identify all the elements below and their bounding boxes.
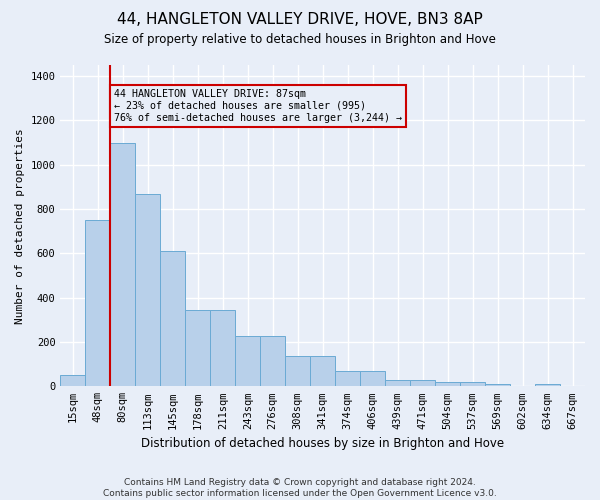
Bar <box>136 194 160 386</box>
Bar <box>210 310 235 386</box>
Text: Contains HM Land Registry data © Crown copyright and database right 2024.
Contai: Contains HM Land Registry data © Crown c… <box>103 478 497 498</box>
Bar <box>85 220 110 386</box>
Bar <box>485 384 510 386</box>
Text: 44 HANGLETON VALLEY DRIVE: 87sqm
← 23% of detached houses are smaller (995)
76% : 44 HANGLETON VALLEY DRIVE: 87sqm ← 23% o… <box>114 90 402 122</box>
X-axis label: Distribution of detached houses by size in Brighton and Hove: Distribution of detached houses by size … <box>141 437 504 450</box>
Bar <box>360 371 385 386</box>
Bar <box>260 336 285 386</box>
Text: Size of property relative to detached houses in Brighton and Hove: Size of property relative to detached ho… <box>104 32 496 46</box>
Bar <box>235 336 260 386</box>
Bar <box>310 356 335 386</box>
Bar <box>110 142 136 386</box>
Bar <box>410 380 435 386</box>
Bar <box>185 310 210 386</box>
Bar <box>435 382 460 386</box>
Bar <box>385 380 410 386</box>
Bar <box>460 382 485 386</box>
Y-axis label: Number of detached properties: Number of detached properties <box>15 128 25 324</box>
Bar <box>285 356 310 386</box>
Text: 44, HANGLETON VALLEY DRIVE, HOVE, BN3 8AP: 44, HANGLETON VALLEY DRIVE, HOVE, BN3 8A… <box>117 12 483 28</box>
Bar <box>61 375 85 386</box>
Bar <box>335 371 360 386</box>
Bar <box>160 251 185 386</box>
Bar <box>535 384 560 386</box>
